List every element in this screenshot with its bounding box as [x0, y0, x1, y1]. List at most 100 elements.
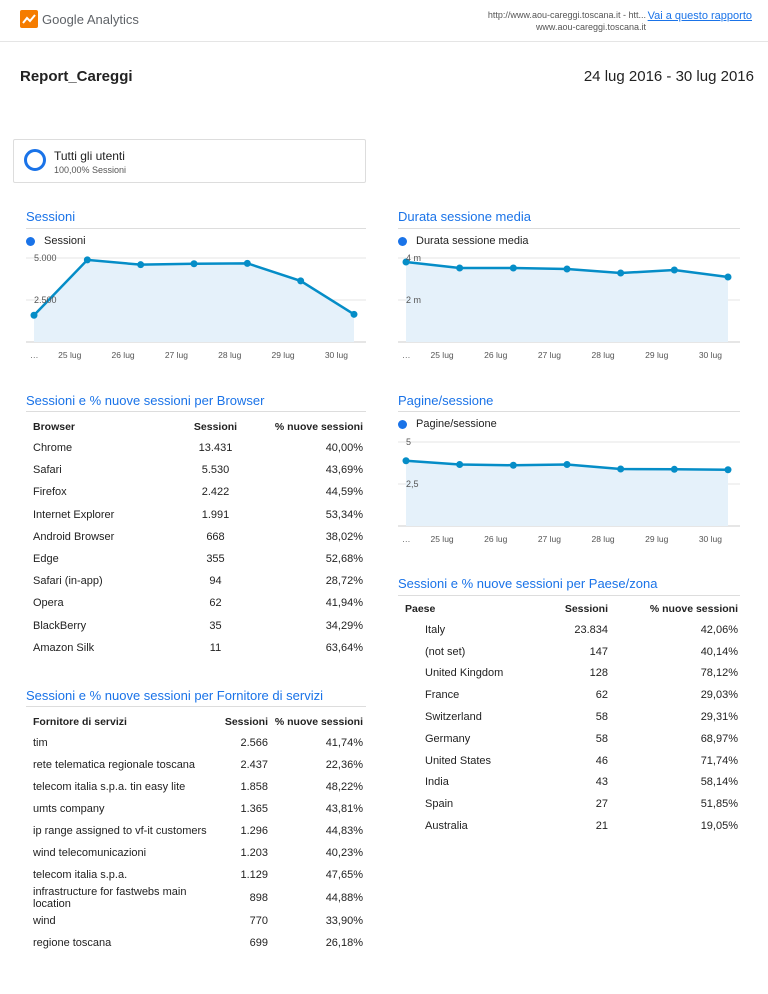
data-point[interactable] — [83, 256, 91, 264]
provider-cell[interactable]: infrastructure for fastwebs main locatio… — [33, 886, 187, 910]
country-column-header[interactable]: % nuove sessioni — [649, 603, 738, 615]
country-cell: 78,12% — [700, 667, 738, 680]
provider-cell[interactable]: telecom italia s.p.a. — [33, 869, 128, 881]
browser-row: Chrome 13.431 40,00% — [33, 437, 363, 459]
provider-row: telecom italia s.p.a. tin easy lite 1.858… — [33, 776, 363, 798]
country-cell[interactable]: India — [425, 776, 449, 789]
y-tick-label: 5 — [406, 437, 411, 447]
sessions-legend-label: Sessioni — [44, 235, 86, 247]
country-cell: 58 — [595, 732, 608, 745]
browser-cell[interactable]: Android Browser — [33, 530, 115, 543]
data-point[interactable] — [190, 260, 198, 268]
duration-panel-rule — [398, 228, 740, 229]
browser-column-header[interactable]: Sessioni — [193, 421, 238, 433]
country-cell[interactable]: (not set) — [425, 645, 466, 658]
browser-row: Edge 355 52,68% — [33, 548, 363, 570]
provider-column-header[interactable]: Fornitore di servizi — [33, 716, 127, 728]
browser-column-header[interactable]: % nuove sessioni — [274, 421, 363, 433]
analytics-logo-icon — [20, 10, 38, 28]
country-cell: 29,31% — [700, 711, 738, 724]
country-row: Australia 21 19,05% — [405, 815, 738, 837]
sessions-chart: 5.000 2.500 … 25 lug 26 lug 27 lug 28 lug 29 lu… — [26, 253, 366, 360]
browser-cell[interactable]: Safari (in-app) — [33, 575, 103, 588]
data-point[interactable] — [509, 461, 517, 469]
goto-report-link[interactable]: Vai a questo rapporto — [647, 10, 752, 22]
data-point[interactable] — [724, 466, 732, 474]
country-row: United Kingdom 128 78,12% — [405, 663, 738, 685]
provider-cell[interactable]: wind telecomunicazioni — [33, 847, 147, 859]
browser-row: Android Browser 668 38,02% — [33, 526, 363, 548]
browser-cell: 94 — [209, 575, 222, 588]
provider-cell[interactable]: rete telematica regionale toscana — [33, 759, 196, 771]
x-tick-label: 30 lug — [699, 350, 722, 360]
data-point[interactable] — [563, 461, 571, 468]
country-column-header[interactable]: Sessioni — [564, 603, 608, 615]
data-point[interactable] — [617, 269, 625, 277]
country-cell[interactable]: United States — [425, 754, 492, 767]
data-point[interactable] — [30, 311, 38, 319]
browser-header-row: Browser Sessioni % nuove sessioni — [33, 417, 363, 437]
country-cell[interactable]: United Kingdom — [425, 667, 504, 680]
provider-cell: 1.858 — [240, 781, 268, 793]
provider-column-header[interactable]: % nuove sessioni — [274, 716, 363, 728]
x-tick-label: 26 lug — [111, 350, 134, 360]
provider-cell[interactable]: tim — [33, 737, 48, 749]
browser-cell[interactable]: BlackBerry — [33, 619, 87, 632]
browser-cell: 35 — [209, 619, 222, 632]
data-point[interactable] — [297, 277, 305, 285]
data-point[interactable] — [456, 461, 464, 468]
data-point[interactable] — [509, 264, 517, 272]
data-point[interactable] — [617, 465, 625, 473]
provider-row: regione toscana 699 26,18% — [33, 932, 363, 954]
country-table-rule — [398, 595, 740, 596]
data-point[interactable] — [563, 265, 571, 273]
country-cell[interactable]: Germany — [425, 732, 471, 745]
segment-title: Tutti gli utenti — [54, 149, 125, 163]
provider-header-row: Fornitore di servizi Sessioni % nuove sess… — [33, 712, 363, 732]
browser-cell[interactable]: Amazon Silk — [33, 641, 95, 654]
provider-cell[interactable]: umts company — [33, 803, 105, 815]
browser-cell: 62 — [209, 597, 222, 610]
segment-card[interactable]: Tutti gli utenti 100,00% Sessioni — [13, 139, 366, 183]
duration-legend-label: Durata sessione media — [416, 235, 529, 247]
country-column-header[interactable]: Paese — [405, 603, 436, 615]
data-point[interactable] — [402, 258, 410, 266]
data-point[interactable] — [402, 457, 410, 465]
provider-table: Fornitore di servizi Sessioni % nuove sess… — [33, 712, 363, 954]
data-point[interactable] — [456, 264, 464, 272]
browser-cell[interactable]: Opera — [33, 597, 64, 610]
data-point[interactable] — [670, 266, 678, 274]
country-cell[interactable]: France — [425, 689, 460, 702]
x-tick-label: 28 lug — [591, 350, 614, 360]
country-table-title: Sessioni e % nuove sessioni per Paese/zo… — [398, 576, 658, 591]
x-tick-label: … — [402, 350, 411, 360]
provider-cell[interactable]: telecom italia s.p.a. tin easy lite — [33, 781, 186, 793]
data-point[interactable] — [243, 259, 251, 267]
browser-column-header[interactable]: Browser — [33, 421, 76, 433]
x-tick-label: 28 lug — [591, 534, 614, 544]
sessions-legend: Sessioni — [26, 235, 86, 247]
pages-panel-title: Pagine/sessione — [398, 393, 494, 408]
data-point[interactable] — [137, 261, 145, 269]
sessions-panel-title: Sessioni — [26, 209, 76, 224]
data-point[interactable] — [724, 273, 732, 281]
country-cell: 23.834 — [574, 623, 608, 636]
browser-cell[interactable]: Edge — [33, 553, 59, 566]
browser-cell: 668 — [206, 530, 225, 543]
provider-column-header[interactable]: Sessioni — [224, 716, 268, 728]
provider-cell[interactable]: ip range assigned to vf-it customers — [33, 825, 207, 837]
browser-cell[interactable]: Safari — [33, 464, 62, 477]
browser-cell[interactable]: Chrome — [33, 442, 73, 455]
data-point[interactable] — [350, 310, 358, 318]
data-point[interactable] — [670, 465, 678, 473]
provider-cell[interactable]: regione toscana — [33, 937, 112, 949]
country-cell[interactable]: Italy — [425, 623, 446, 636]
browser-cell[interactable]: Firefox — [33, 486, 67, 499]
x-tick-label: 29 lug — [645, 350, 668, 360]
provider-cell[interactable]: wind — [33, 915, 56, 927]
country-cell[interactable]: Spain — [425, 798, 454, 811]
country-cell[interactable]: Switzerland — [425, 711, 482, 724]
provider-row: infrastructure for fastwebs main locatio… — [33, 886, 363, 910]
browser-cell[interactable]: Internet Explorer — [33, 508, 115, 521]
country-cell[interactable]: Australia — [425, 820, 468, 833]
